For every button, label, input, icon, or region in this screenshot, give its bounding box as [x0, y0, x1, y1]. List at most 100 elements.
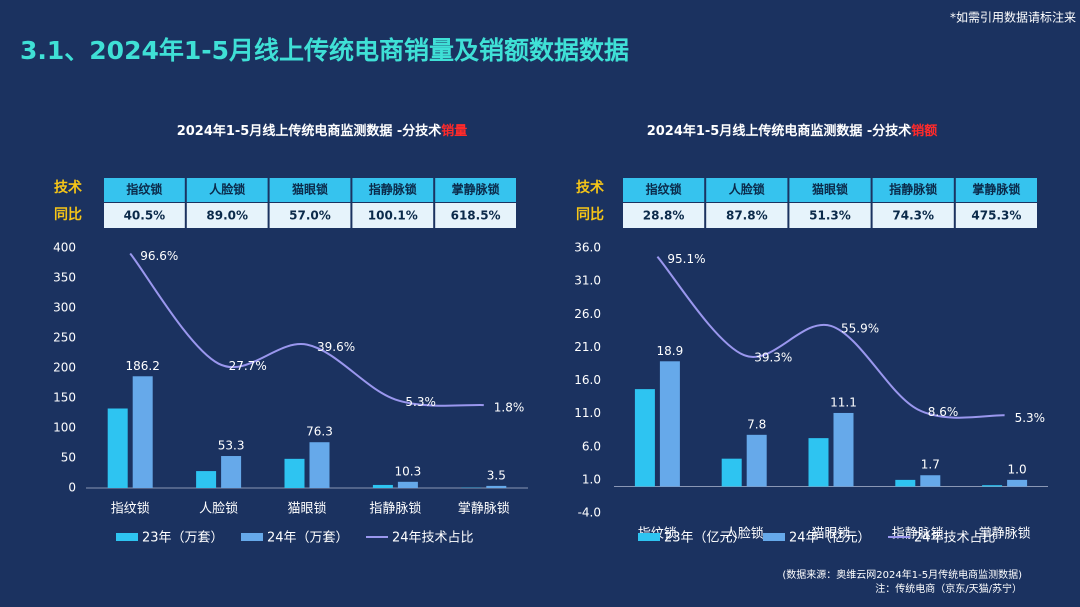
title-highlight: 销量 — [441, 123, 467, 139]
table-header-cell — [104, 178, 185, 202]
table-value-text: 40.5% — [124, 209, 166, 223]
table-header-cell — [623, 178, 705, 202]
line-value-label: 39.6% — [317, 340, 355, 354]
bar — [309, 442, 330, 488]
table-value-text: 28.8% — [643, 209, 685, 223]
line-value-label: 1.8% — [494, 401, 525, 415]
x-tick-label: 人脸锁 — [725, 526, 764, 542]
y-tick-label: 26.0 — [574, 307, 601, 321]
table-header-text: 指纹锁 — [646, 182, 682, 197]
legend-swatch — [638, 533, 660, 541]
y-tick-label: 36.0 — [574, 241, 601, 255]
legend-label: 24年（亿元） — [789, 531, 871, 546]
table-value-cell — [269, 203, 351, 228]
title-highlight: 销额 — [911, 123, 937, 139]
table-value-text: 57.0% — [289, 209, 331, 223]
y-tick-label: 200 — [53, 361, 76, 375]
legend-swatch — [763, 533, 785, 541]
legend-label: 24年（万套） — [267, 530, 349, 546]
title-text: 2024年1-5月线上传统电商监测数据 -分技术 — [177, 123, 442, 139]
line-value-label: 5.3% — [1015, 411, 1046, 425]
y-tick-label: 0 — [68, 481, 76, 495]
table-value-cell — [104, 203, 185, 228]
table-value-text: 87.8% — [726, 209, 768, 223]
bar — [721, 458, 742, 487]
chart-title: 2024年1-5月线上传统电商监测数据 -分技术销额 — [647, 123, 938, 139]
bar — [1007, 479, 1028, 487]
x-tick-label: 猫眼锁 — [287, 501, 326, 517]
table-header-text: 掌静脉锁 — [452, 182, 500, 197]
bar — [486, 485, 507, 488]
legend-swatch — [241, 533, 263, 541]
table-row-label: 技术 — [576, 179, 604, 196]
y-tick-label: 300 — [53, 301, 76, 315]
x-tick-label: 指静脉锁 — [369, 501, 421, 517]
bar-value-label: 3.5 — [487, 468, 506, 482]
line-value-label: 96.6% — [140, 249, 178, 263]
table-row-label: 技术 — [54, 179, 82, 196]
table-value-cell — [872, 203, 954, 228]
bar — [634, 389, 655, 487]
share-line — [656, 255, 1005, 419]
line-value-label: 8.6% — [928, 405, 959, 419]
bar-value-label: 53.3 — [218, 439, 245, 453]
table-header-text: 掌静脉锁 — [972, 182, 1020, 197]
bar — [107, 408, 128, 488]
bar — [196, 471, 217, 488]
bar — [982, 485, 1003, 487]
x-tick-label: 掌静脉锁 — [979, 526, 1031, 542]
table-row-label: 同比 — [54, 206, 82, 223]
source: (数据来源：奥维云网2024年1-5月传统电商监测数据) — [782, 568, 1022, 581]
table-header-text: 指静脉锁 — [369, 182, 417, 197]
x-tick-label: 人脸锁 — [199, 501, 238, 517]
table-header-cell — [186, 178, 268, 202]
table-value-text: 89.0% — [206, 209, 248, 223]
y-tick-label: 350 — [53, 271, 76, 285]
note: *如需引用数据请标注来 — [950, 10, 1076, 25]
bar-value-label: 1.7 — [921, 458, 940, 472]
bar-value-label: 186.2 — [126, 359, 160, 373]
bar-value-label: 76.3 — [306, 425, 333, 439]
x-tick-label: 掌静脉锁 — [458, 501, 510, 517]
table-header-cell — [269, 178, 351, 202]
y-tick-label: 1.0 — [582, 472, 601, 486]
line-value-label: 5.3% — [405, 395, 436, 409]
table-header-cell — [789, 178, 871, 202]
bar — [284, 458, 305, 488]
table-value-cell — [789, 203, 871, 228]
bar-value-label: 18.9 — [657, 344, 684, 358]
y-tick-label: 31.0 — [574, 274, 601, 288]
table-value-cell — [706, 203, 788, 228]
legend-label: 24年技术占比 — [914, 531, 996, 546]
table-header-text: 猫眼锁 — [292, 182, 328, 197]
bar-value-label: 1.0 — [1008, 462, 1027, 476]
table-header-cell — [352, 178, 434, 202]
table-value-text: 100.1% — [368, 209, 418, 223]
legend-label: 23年（万套） — [142, 530, 224, 546]
y-tick-label: 400 — [53, 241, 76, 255]
table-header-cell — [872, 178, 954, 202]
table-header-cell — [706, 178, 788, 202]
table-value-cell — [623, 203, 705, 228]
y-tick-label: 50 — [61, 451, 76, 465]
y-tick-label: 21.0 — [574, 340, 601, 354]
table-header-text: 人脸锁 — [209, 182, 245, 197]
page-title: 3.1、2024年1-5月线上传统电商销量及销额数据数据 — [20, 36, 629, 65]
table-value-text: 475.3% — [971, 209, 1021, 223]
bar — [808, 438, 829, 487]
table-value-text: 74.3% — [892, 209, 934, 223]
table-value-cell — [435, 203, 516, 228]
bar-value-label: 7.8 — [747, 417, 766, 431]
y-tick-label: 16.0 — [574, 373, 601, 387]
x-tick-label: 猫眼锁 — [811, 526, 850, 542]
table-value-cell — [955, 203, 1037, 228]
y-tick-label: -4.0 — [578, 506, 601, 520]
table-header-cell — [435, 178, 516, 202]
y-tick-label: 250 — [53, 331, 76, 345]
bar — [659, 361, 680, 487]
table-value-cell — [186, 203, 268, 228]
y-tick-label: 11.0 — [574, 406, 601, 420]
bar — [132, 376, 153, 488]
